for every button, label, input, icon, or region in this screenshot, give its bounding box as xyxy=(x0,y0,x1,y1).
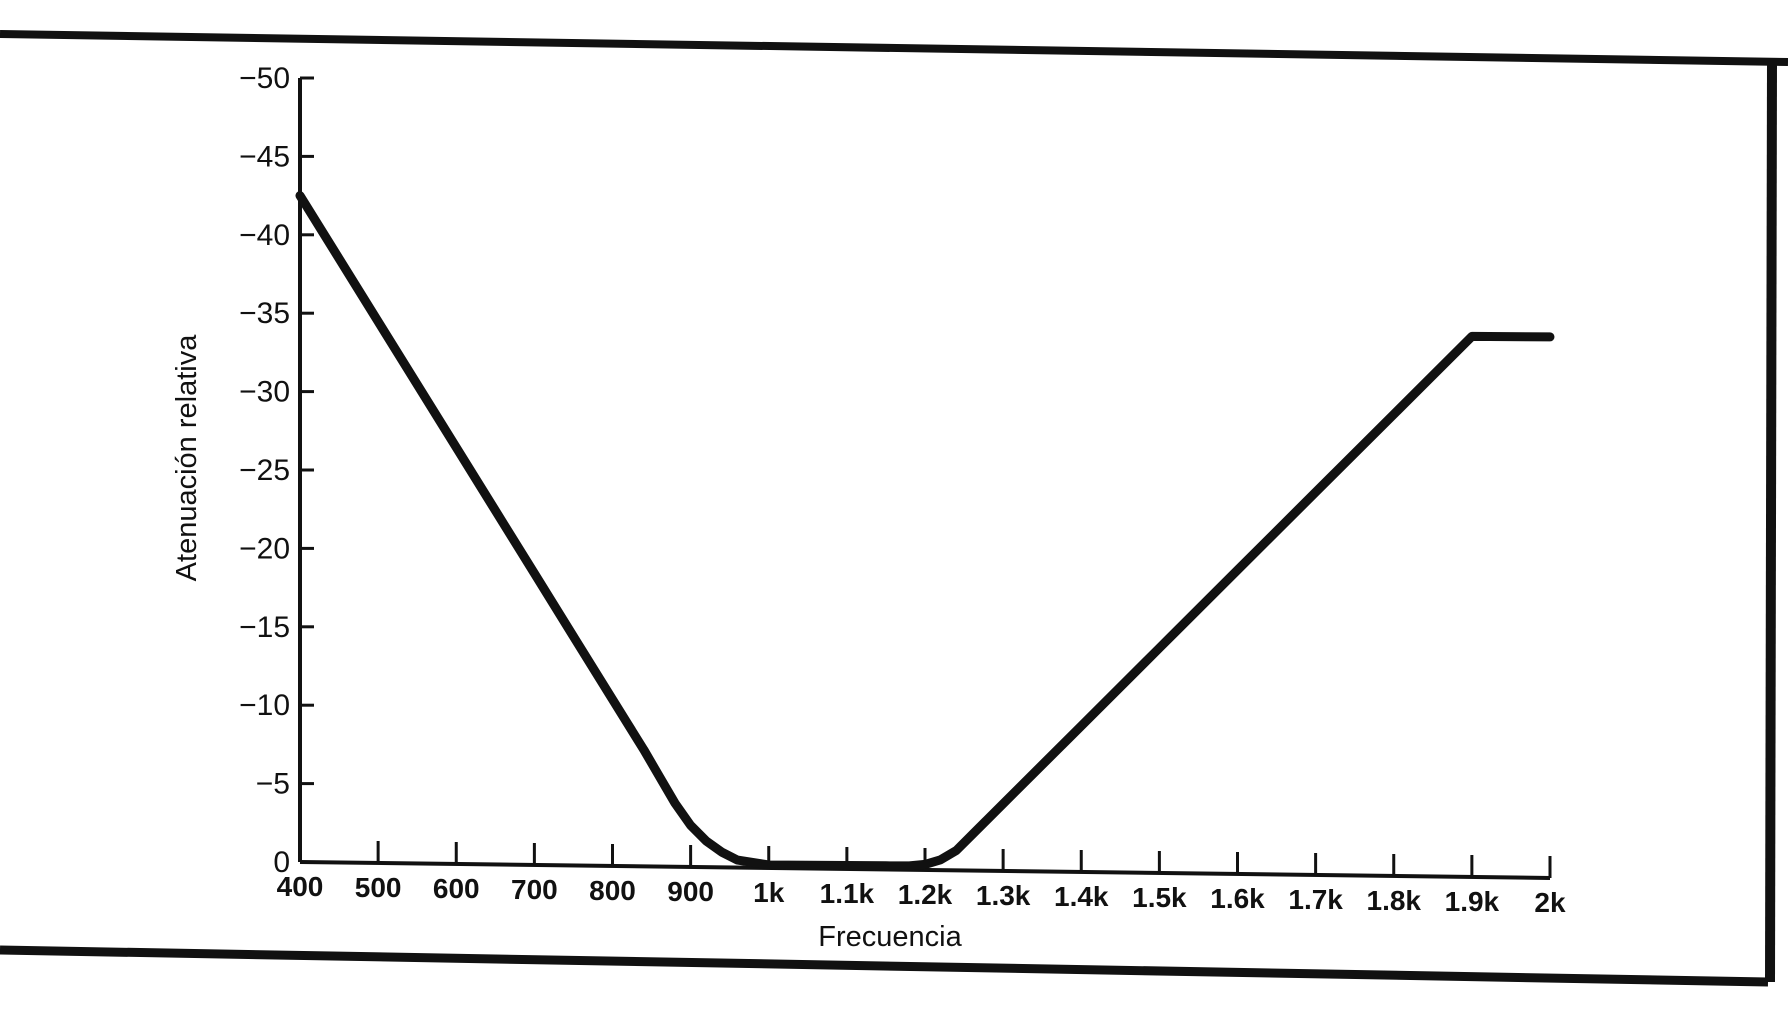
x-tick-label: 1.8k xyxy=(1367,885,1422,916)
x-tick-label: 600 xyxy=(433,873,480,904)
x-tick-label: 1.2k xyxy=(898,879,953,910)
y-tick-label: −40 xyxy=(239,219,290,252)
x-tick-label: 1.3k xyxy=(976,880,1031,911)
x-tick-label: 1k xyxy=(753,877,785,908)
x-tick-label: 1.9k xyxy=(1445,886,1500,917)
x-tick-label: 700 xyxy=(511,874,558,905)
x-axis-title: Frecuencia xyxy=(818,921,962,953)
y-tick-label: −5 xyxy=(256,768,290,801)
y-tick-label: −15 xyxy=(239,611,290,644)
attenuation-curve xyxy=(295,191,1555,871)
frame-top-line xyxy=(0,30,1788,66)
scan-frame xyxy=(0,30,1788,987)
y-tick-label: −10 xyxy=(239,689,290,722)
y-tick-label: −35 xyxy=(239,297,290,330)
y-tick-label: −50 xyxy=(239,62,290,95)
frame-right-line xyxy=(1765,61,1777,983)
x-tick-label: 500 xyxy=(355,872,402,903)
x-tick-label: 1.1k xyxy=(820,878,875,909)
y-tick-label: −25 xyxy=(239,454,290,487)
x-tick-label: 2k xyxy=(1534,887,1566,918)
y-tick-label: 0 xyxy=(273,846,290,879)
y-axis-title: Atenuación relativa xyxy=(171,334,203,582)
x-tick-label: 1.7k xyxy=(1288,884,1343,915)
x-tick-label: 1.4k xyxy=(1054,881,1109,912)
y-tick-label: −45 xyxy=(239,140,290,173)
x-tick-label: 1.5k xyxy=(1132,882,1187,913)
y-tick-label: −30 xyxy=(239,376,290,409)
x-tick-label: 1.6k xyxy=(1210,883,1265,914)
x-tick-label: 900 xyxy=(667,876,714,907)
x-tick-label: 800 xyxy=(589,875,636,906)
chart-axes xyxy=(298,78,1551,880)
frame-bottom-line xyxy=(0,945,1769,987)
x-axis-ticks: 400 500 600 700 800 900 1k 1.1k 1.2k 1.3k 1.4k 1.5k… xyxy=(277,840,1566,918)
x-tick-label: 400 xyxy=(277,871,324,902)
y-tick-label: −20 xyxy=(239,532,290,565)
y-axis-ticks: 0 −5 −10 −15 −20 −25 −30 −35 −40 −45 −50 xyxy=(239,62,314,879)
